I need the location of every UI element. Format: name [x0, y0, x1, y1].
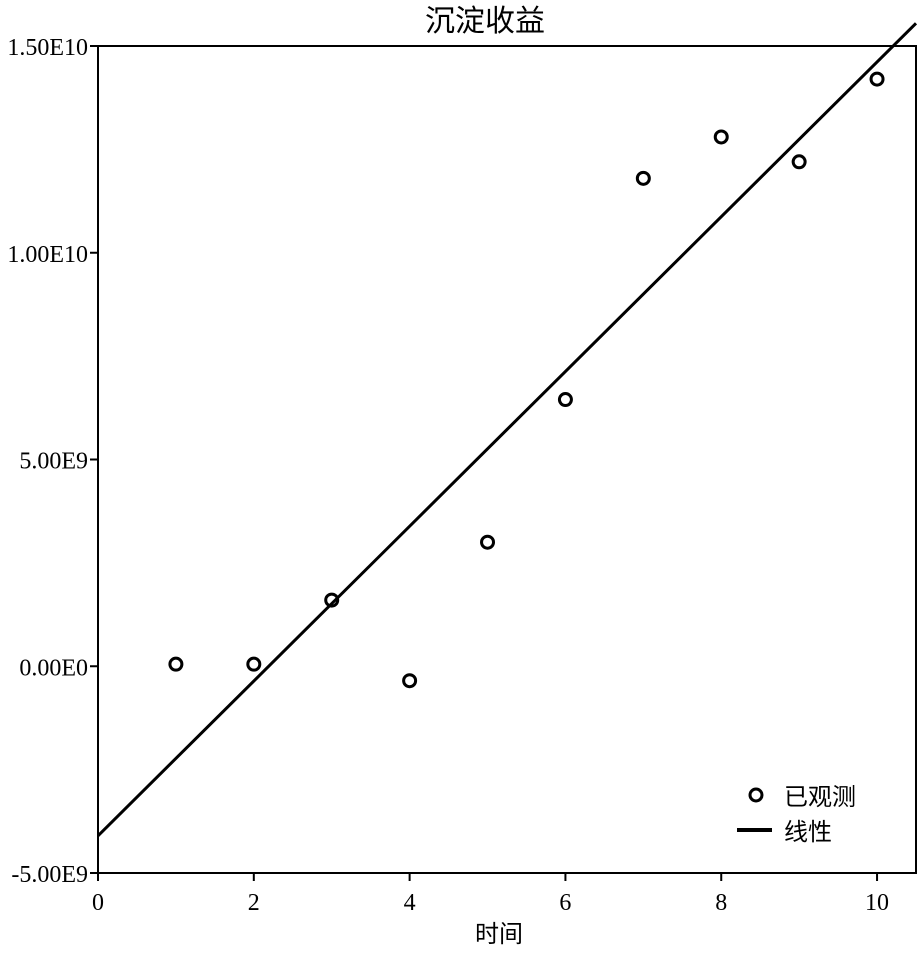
observed-point [168, 656, 184, 672]
observed-point [246, 656, 262, 672]
x-tick-label: 4 [404, 890, 416, 916]
observed-point [402, 673, 418, 689]
plot-frame [97, 45, 917, 874]
legend-linear-label: 线性 [784, 818, 832, 846]
x-tick-label: 8 [715, 890, 727, 916]
observed-point [480, 534, 496, 550]
y-tick-label: 1.50E10 [7, 35, 88, 61]
fit-line [96, 22, 918, 837]
x-tick-label: 0 [92, 890, 104, 916]
x-axis-label: 时间 [475, 920, 523, 948]
legend: 已观测 线性 [737, 783, 856, 846]
observed-points [168, 71, 885, 689]
axis-ticks: 0 2 4 6 8 10 -5.00E9 0.00E0 5.00E9 1.00E10 1.50E10 [7, 35, 889, 916]
chart-title: 沉淀收益 [425, 4, 545, 39]
y-tick-label: 0.00E0 [19, 655, 88, 681]
observed-point [869, 71, 885, 87]
legend-observed-marker [748, 787, 764, 803]
observed-point [324, 592, 340, 608]
x-tick-label: 6 [559, 890, 571, 916]
observed-point [791, 154, 807, 170]
observed-point [635, 170, 651, 186]
y-tick-label: 1.00E10 [7, 242, 88, 268]
x-tick-label: 2 [248, 890, 260, 916]
observed-point [713, 129, 729, 145]
observed-point [557, 392, 573, 408]
x-tick-label: 10 [865, 890, 889, 916]
y-tick-label: 5.00E9 [19, 449, 88, 475]
legend-observed-label: 已观测 [784, 783, 856, 811]
y-tick-label: -5.00E9 [11, 862, 88, 888]
fit-line-layer [96, 22, 918, 837]
